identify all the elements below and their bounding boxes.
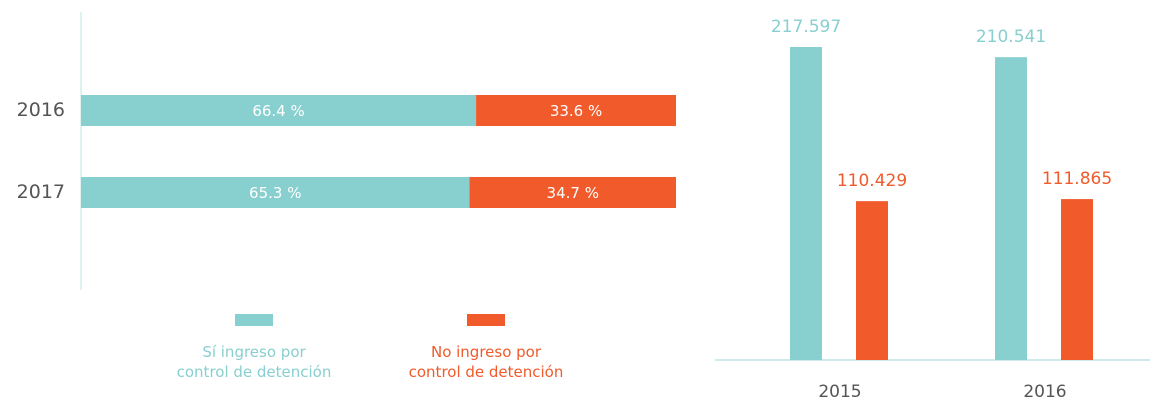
bar-label: 34.7 % [547, 184, 599, 202]
x-tick-label: 2015 [818, 382, 861, 402]
bar [1061, 199, 1093, 360]
legend-label: Sí ingreso por control de detención [176, 343, 332, 381]
bar-label: 33.6 % [550, 102, 602, 120]
bar-segment [476, 95, 676, 126]
bar-label: 110.429 [837, 171, 907, 191]
y-tick-label: 2017 [17, 181, 65, 203]
legend-swatch [467, 314, 505, 326]
bar [790, 47, 822, 360]
bar-segment [469, 177, 676, 208]
bar [856, 201, 888, 360]
bar-label: 217.597 [771, 17, 841, 37]
legend-swatch [235, 314, 273, 326]
bar-segment [81, 177, 470, 208]
bar-label: 210.541 [976, 27, 1046, 47]
bar-label: 66.4 % [252, 102, 304, 120]
bar-label: 65.3 % [249, 184, 301, 202]
bar-label: 111.865 [1042, 169, 1112, 189]
legend-label: No ingreso por control de detención [408, 343, 564, 381]
y-tick-label: 2016 [17, 99, 65, 121]
bar [995, 57, 1027, 360]
x-tick-label: 2016 [1023, 382, 1066, 402]
bar-segment [81, 95, 477, 126]
